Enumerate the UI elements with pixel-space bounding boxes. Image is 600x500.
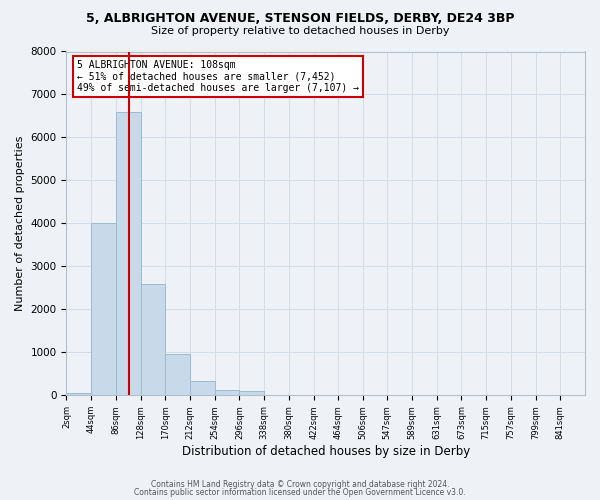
Bar xyxy=(67,392,91,395)
Y-axis label: Number of detached properties: Number of detached properties xyxy=(15,136,25,311)
Bar xyxy=(239,392,264,395)
Bar xyxy=(165,354,190,395)
Bar xyxy=(116,112,140,395)
Text: Contains HM Land Registry data © Crown copyright and database right 2024.: Contains HM Land Registry data © Crown c… xyxy=(151,480,449,489)
Text: Contains public sector information licensed under the Open Government Licence v3: Contains public sector information licen… xyxy=(134,488,466,497)
Bar xyxy=(140,284,165,395)
Bar xyxy=(215,390,239,395)
Text: 5, ALBRIGHTON AVENUE, STENSON FIELDS, DERBY, DE24 3BP: 5, ALBRIGHTON AVENUE, STENSON FIELDS, DE… xyxy=(86,12,514,26)
Bar xyxy=(190,380,215,395)
Text: Size of property relative to detached houses in Derby: Size of property relative to detached ho… xyxy=(151,26,449,36)
Text: 5 ALBRIGHTON AVENUE: 108sqm
← 51% of detached houses are smaller (7,452)
49% of : 5 ALBRIGHTON AVENUE: 108sqm ← 51% of det… xyxy=(77,60,359,94)
Bar xyxy=(91,224,116,395)
X-axis label: Distribution of detached houses by size in Derby: Distribution of detached houses by size … xyxy=(182,444,470,458)
